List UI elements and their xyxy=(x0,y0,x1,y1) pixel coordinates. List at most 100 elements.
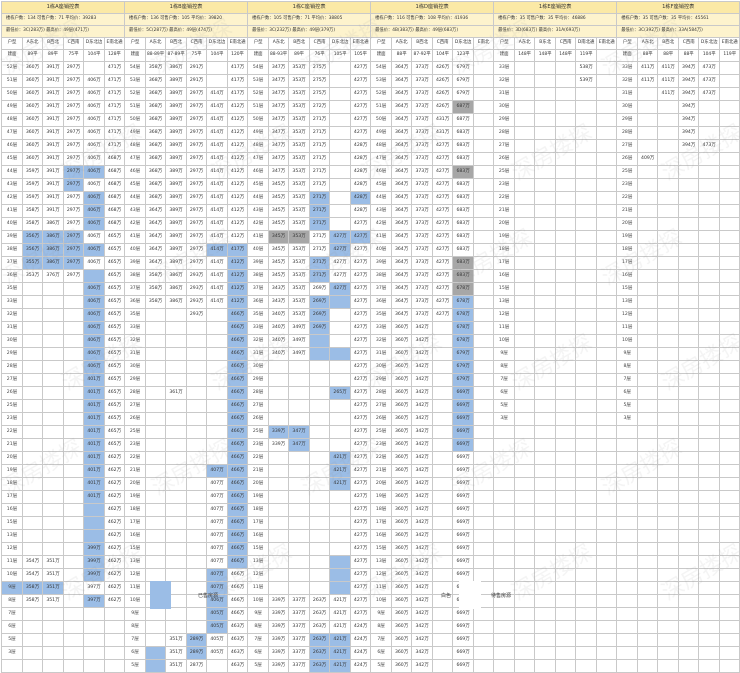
unit-price-cell: 406万 xyxy=(83,191,105,205)
unit-price-cell xyxy=(309,373,331,387)
column-header: D东北边 xyxy=(83,37,105,50)
unit-price-cell xyxy=(145,386,167,400)
floor-label: 47层 xyxy=(1,126,23,140)
unit-price-cell xyxy=(288,360,311,374)
floor-label: 30层 xyxy=(124,360,147,374)
unit-price-cell: 360万 xyxy=(391,425,413,439)
unit-price-cell: 466万 xyxy=(227,477,249,491)
unit-price-cell: 342万 xyxy=(411,529,434,543)
unit-price-cell: 394万 xyxy=(678,126,700,140)
unit-price-cell: 358万 xyxy=(145,269,167,283)
empty-cell xyxy=(493,542,516,556)
floor-label: 28层 xyxy=(124,386,147,400)
unit-price-cell xyxy=(432,516,454,530)
price-range: 最低价：3C(232万) 最高价：49层(379万) xyxy=(247,25,372,38)
unit-price-cell: 426万 xyxy=(432,87,454,101)
floor-label: 5层 xyxy=(124,659,147,673)
unit-price-cell xyxy=(534,152,557,166)
unit-price-cell: 427万 xyxy=(350,269,372,283)
unit-price-cell: 465万 xyxy=(103,425,126,439)
floor-label: 23层 xyxy=(493,178,516,192)
unit-price-cell: 669万 xyxy=(452,516,475,530)
unit-price-cell xyxy=(637,191,659,205)
unit-price-cell xyxy=(432,633,454,647)
unit-price-cell xyxy=(678,308,700,322)
table-row: 35层 406万 465万 37层 358万 386万 293万 414万 412万 37层 343… xyxy=(1,282,740,296)
unit-price-cell xyxy=(514,204,536,218)
unit-price-cell xyxy=(575,321,598,335)
unit-price-cell: 353万 xyxy=(288,87,311,101)
unit-price-cell: 368万 xyxy=(145,87,167,101)
table-row: 30层 406万 465万 32层 466万 32层 340万 349万 427万 32层 360万… xyxy=(1,334,740,348)
floor-label: 23层 xyxy=(370,438,393,452)
empty-cell xyxy=(616,464,639,478)
area-header: 89平 xyxy=(288,49,311,62)
unit-price-cell: 471万 xyxy=(103,126,126,140)
empty-cell xyxy=(698,620,721,634)
floor-label: 29层 xyxy=(1,347,23,361)
floor-label: 42层 xyxy=(1,191,23,205)
unit-price-cell xyxy=(473,542,495,556)
empty-cell xyxy=(514,542,536,556)
unit-price-cell xyxy=(698,386,721,400)
unit-price-cell: 337万 xyxy=(288,620,311,634)
floor-label: 29层 xyxy=(370,373,393,387)
title-row: 1栋A座销控表 1栋B座销控表 1栋C座销控表 1栋D座销控表 1栋E座销控表 1栋F座销… xyxy=(0,1,740,14)
unit-price-cell xyxy=(719,113,740,127)
unit-price-cell: 427万 xyxy=(350,256,372,270)
unit-price-cell xyxy=(206,659,229,673)
empty-cell xyxy=(616,620,639,634)
empty-cell xyxy=(493,464,516,478)
unit-price-cell: 347万 xyxy=(268,126,290,140)
unit-price-cell: 679万 xyxy=(452,61,475,75)
unit-price-cell xyxy=(575,334,598,348)
unit-price-cell xyxy=(473,412,495,426)
floor-label: 43层 xyxy=(124,204,147,218)
empty-cell xyxy=(555,503,577,517)
unit-price-cell: 679万 xyxy=(452,360,475,374)
empty-cell xyxy=(514,438,536,452)
unit-price-cell: 462万 xyxy=(103,529,126,543)
unit-price-cell xyxy=(309,503,331,517)
floor-label: 36层 xyxy=(370,295,393,309)
unit-price-cell: 427万 xyxy=(350,126,372,140)
unit-price-cell xyxy=(575,295,598,309)
column-header: E南北通 xyxy=(350,37,372,50)
empty-cell xyxy=(493,438,516,452)
floor-label: 40层 xyxy=(247,243,270,257)
floor-label: 16层 xyxy=(493,269,516,283)
area-header: 104平 xyxy=(206,49,229,62)
empty-cell xyxy=(616,555,639,569)
empty-cell xyxy=(678,659,700,673)
unit-price-cell: 271万 xyxy=(309,217,331,231)
unit-price-cell xyxy=(329,373,352,387)
unit-price-cell: 407万 xyxy=(206,542,229,556)
unit-price-cell xyxy=(63,425,84,439)
unit-price-cell xyxy=(514,230,536,244)
unit-price-cell: 389万 xyxy=(165,165,188,179)
unit-price-cell xyxy=(596,139,618,153)
unit-price-cell xyxy=(596,191,618,205)
unit-price-cell xyxy=(42,282,64,296)
unit-price-cell xyxy=(473,386,495,400)
unit-price-cell xyxy=(678,152,700,166)
floor-label: 13层 xyxy=(247,555,270,569)
unit-price-cell xyxy=(329,139,352,153)
unit-price-cell: 342万 xyxy=(411,373,434,387)
unit-price-cell xyxy=(596,412,618,426)
unit-price-cell xyxy=(575,308,598,322)
unit-price-cell: 364万 xyxy=(391,191,413,205)
column-header: A东北 xyxy=(514,37,536,50)
column-header: E南北通 xyxy=(103,37,126,50)
unit-price-cell: 427万 xyxy=(350,412,372,426)
unit-price-cell xyxy=(42,451,64,465)
unit-price-cell: 389万 xyxy=(165,243,188,257)
unit-price-cell: 466万 xyxy=(227,308,249,322)
unit-price-cell: 427万 xyxy=(432,269,454,283)
empty-cell xyxy=(678,607,700,621)
unit-price-cell xyxy=(186,490,208,504)
floor-label: 23层 xyxy=(616,178,639,192)
floor-label: 23层 xyxy=(124,438,147,452)
unit-price-cell: 353万 xyxy=(288,165,311,179)
table-row: 23层 401万 465万 26层 466万 26层 427万 26层 360万 342万 669万… xyxy=(1,412,740,426)
